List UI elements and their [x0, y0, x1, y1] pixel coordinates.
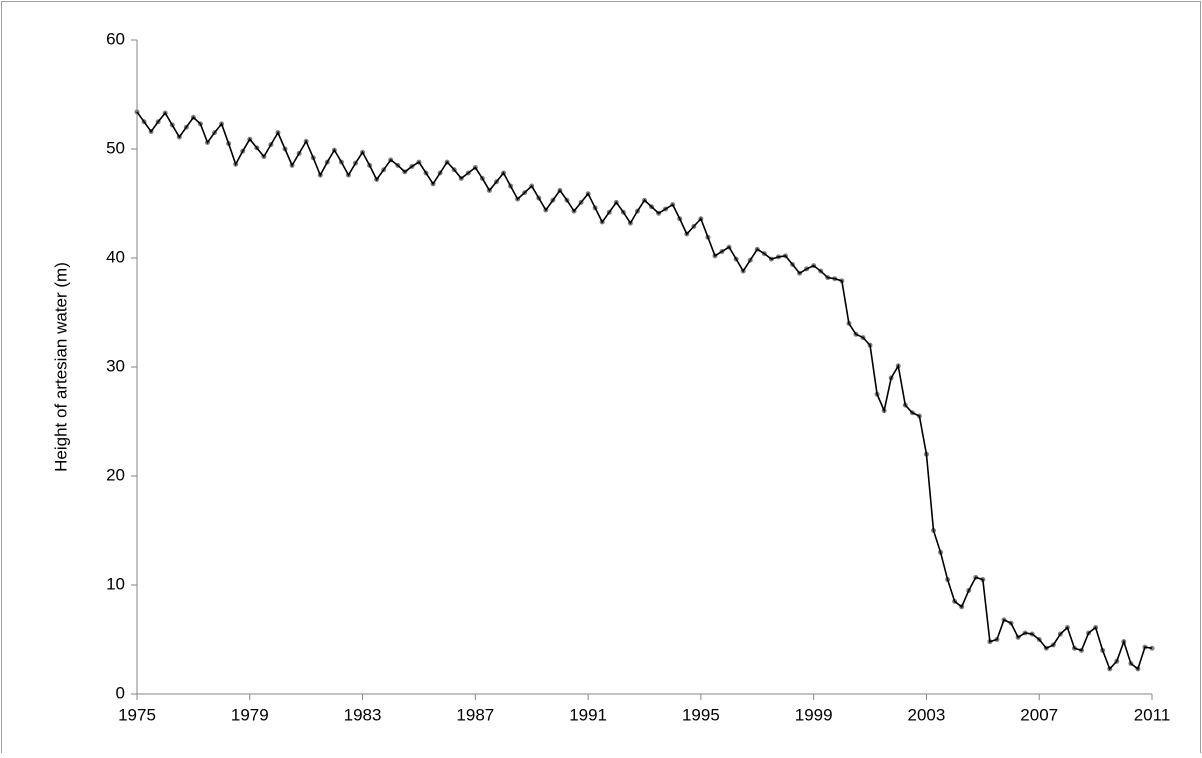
y-tick-label: 50 [106, 138, 125, 157]
x-tick-label: 1995 [682, 705, 720, 724]
y-tick-label: 60 [106, 29, 125, 48]
x-tick-label: 2011 [1134, 705, 1171, 724]
y-tick-label: 20 [106, 465, 125, 484]
y-tick-label: 0 [116, 683, 125, 702]
x-tick-label: 1991 [569, 705, 607, 724]
x-tick-label: 2007 [1020, 705, 1058, 724]
x-tick-label: 1987 [456, 705, 494, 724]
x-tick-label: 1975 [118, 705, 156, 724]
y-tick-label: 30 [106, 356, 125, 375]
y-tick-label: 10 [106, 574, 125, 593]
x-tick-label: 1979 [231, 705, 269, 724]
y-tick-label: 40 [106, 247, 125, 266]
y-axis-label: Height of artesian water (m) [51, 262, 70, 472]
data-line [136, 111, 1153, 671]
x-tick-label: 1999 [795, 705, 833, 724]
x-tick-label: 2003 [908, 705, 946, 724]
x-tick-label: 1983 [344, 705, 382, 724]
